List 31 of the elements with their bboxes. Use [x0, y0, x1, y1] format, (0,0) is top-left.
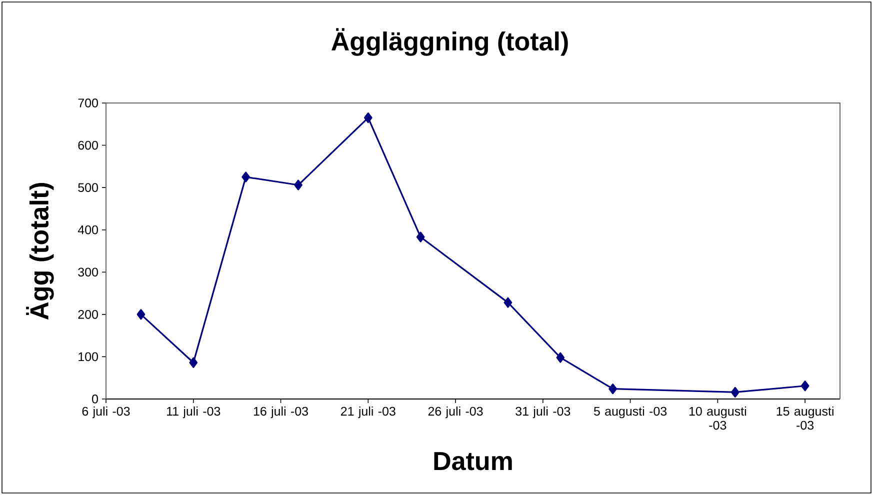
y-tick-label: 700: [78, 98, 98, 108]
x-tick-label: 15 augusti -03: [776, 406, 834, 430]
y-tick-label: 500: [78, 183, 98, 192]
x-tick-label: 11 juli -03: [167, 406, 220, 418]
y-tick-label: 200: [78, 310, 98, 319]
x-tick-label: 16 juli -03: [254, 406, 308, 418]
point: [189, 357, 198, 368]
point: [294, 180, 302, 190]
y-tick-label: 400: [78, 225, 98, 234]
point: [608, 384, 617, 394]
x-tick-label: 10 augusti -03: [689, 406, 746, 430]
x-axis-title: Datum: [434, 452, 512, 470]
x-tick-label: 5 augusti -03: [594, 406, 667, 418]
y-tick-label: 100: [78, 352, 98, 362]
point: [136, 309, 146, 320]
point: [556, 352, 565, 363]
point: [504, 297, 512, 308]
x-tick-label: 26 juli -03: [428, 406, 483, 418]
y-tick-label: 0: [92, 394, 98, 404]
chart-title: Äggläggning (total): [332, 28, 568, 56]
point: [364, 112, 372, 124]
y-tick-label: 600: [78, 140, 98, 150]
point: [416, 232, 425, 242]
y-axis-title: Ägg (totalt): [26, 182, 54, 320]
x-tick-label: 21 juli -03: [340, 406, 396, 418]
x-tick-label: 6 juli -03: [82, 406, 130, 418]
y-tick-label: 300: [78, 268, 98, 277]
point: [242, 172, 250, 182]
point: [730, 386, 740, 398]
x-tick-label: 31 juli -03: [516, 406, 570, 418]
point: [800, 380, 810, 392]
